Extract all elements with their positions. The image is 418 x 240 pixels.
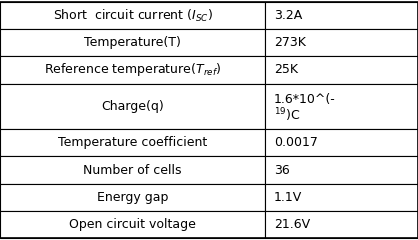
Text: 0.0017: 0.0017: [274, 137, 318, 150]
Bar: [265, 2, 418, 30]
Bar: [0, 2, 265, 30]
Bar: [0, 184, 265, 210]
Bar: [0, 84, 265, 129]
Bar: [0, 156, 265, 184]
Text: Reference temperature($\mathit{T}$$_{\mathit{ref}}$): Reference temperature($\mathit{T}$$_{\ma…: [44, 61, 222, 78]
Text: Energy gap: Energy gap: [97, 191, 168, 204]
Text: $^{19}$)C: $^{19}$)C: [274, 106, 301, 124]
Bar: [0, 129, 265, 156]
Bar: [0, 56, 265, 84]
Bar: [265, 156, 418, 184]
Text: 21.6V: 21.6V: [274, 218, 310, 231]
Bar: [265, 84, 418, 129]
Text: Number of cells: Number of cells: [84, 163, 182, 176]
Bar: [265, 30, 418, 56]
Text: 36: 36: [274, 163, 290, 176]
Text: 1.1V: 1.1V: [274, 191, 302, 204]
Text: Temperature(T): Temperature(T): [84, 36, 181, 49]
Text: Short  circuit current ($\mathit{I}$$_{\mathit{SC}}$): Short circuit current ($\mathit{I}$$_{\m…: [53, 8, 213, 24]
Bar: [265, 210, 418, 238]
Bar: [265, 184, 418, 210]
Text: Open circuit voltage: Open circuit voltage: [69, 218, 196, 231]
Bar: [265, 56, 418, 84]
Bar: [0, 30, 265, 56]
Text: 1.6*10^(-: 1.6*10^(-: [274, 93, 336, 106]
Bar: [265, 129, 418, 156]
Bar: [0, 210, 265, 238]
Text: 25K: 25K: [274, 64, 298, 77]
Text: 273K: 273K: [274, 36, 306, 49]
Text: Temperature coefficient: Temperature coefficient: [58, 137, 207, 150]
Text: Charge(q): Charge(q): [101, 100, 164, 113]
Text: 3.2A: 3.2A: [274, 9, 302, 22]
